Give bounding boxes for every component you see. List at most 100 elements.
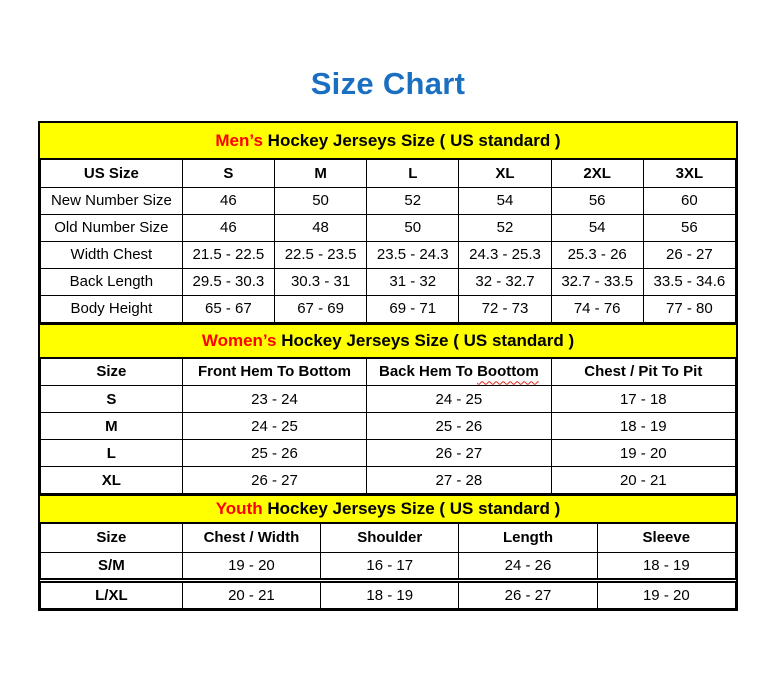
row-label: M — [40, 412, 183, 440]
column-header: Size — [40, 358, 183, 386]
table-row: S/M 19 - 20 16 - 17 24 - 26 18 - 19 — [40, 551, 737, 581]
size-cell: 50 — [366, 213, 460, 242]
table-row: XL 26 - 27 27 - 28 20 - 21 — [40, 466, 737, 494]
size-cell: 21.5 - 22.5 — [181, 240, 275, 269]
size-cell: 54 — [458, 186, 552, 215]
misspelled-word: Boottom — [477, 363, 539, 381]
size-cell: 31 - 32 — [366, 267, 460, 296]
size-cell: 25 - 26 — [366, 412, 552, 440]
table-row: New Number Size 46 50 52 54 56 60 — [40, 186, 737, 215]
row-label: S — [40, 385, 183, 413]
row-label: New Number Size — [40, 187, 183, 215]
size-cell: 48 — [273, 213, 368, 242]
table-row: L 25 - 26 26 - 27 19 - 20 — [40, 439, 737, 467]
column-header: US Size — [40, 160, 183, 188]
size-cell: 25 - 26 — [181, 439, 368, 467]
size-cell: 67 - 69 — [273, 294, 368, 323]
size-cell: 20 - 21 — [181, 577, 322, 609]
column-header: Chest / Pit To Pit — [550, 358, 737, 386]
youth-band-rest-text: Hockey Jerseys Size ( US standard ) — [262, 499, 561, 518]
column-header: Size — [40, 524, 183, 553]
youth-section: Youth Hockey Jerseys Size ( US standard … — [40, 494, 737, 609]
size-cell: 33.5 - 34.6 — [642, 267, 737, 296]
column-header: Chest / Width — [181, 524, 322, 553]
size-cell: 18 - 19 — [320, 577, 460, 609]
size-cell: 50 — [273, 186, 368, 215]
size-cell: 26 - 27 — [181, 466, 368, 494]
size-cell: 24 - 25 — [366, 385, 552, 413]
youth-size-table: Size Chest / Width Shoulder Length Sleeve S/M… — [40, 524, 737, 609]
size-cell: 46 — [181, 213, 275, 242]
womens-section: Women’s Hockey Jerseys Size ( US standar… — [40, 322, 737, 494]
size-cell: 52 — [366, 186, 460, 215]
mens-band-header: Men’s Hockey Jerseys Size ( US standard … — [40, 123, 736, 160]
column-header: Back Hem To Boottom — [366, 358, 552, 386]
size-cell: 26 - 27 — [458, 577, 598, 609]
size-cell: 77 - 80 — [642, 294, 737, 323]
row-label: L/XL — [40, 577, 183, 609]
size-cell: 32.7 - 33.5 — [550, 267, 644, 296]
table-row: L/XL 20 - 21 18 - 19 26 - 27 19 - 20 — [40, 577, 737, 609]
size-cell: 46 — [181, 186, 275, 215]
size-cell: 27 - 28 — [366, 466, 552, 494]
size-cell: 65 - 67 — [181, 294, 275, 323]
table-row: Body Height 65 - 67 67 - 69 69 - 71 72 - 73 7… — [40, 294, 737, 323]
column-header: Sleeve — [596, 524, 737, 553]
size-cell: 72 - 73 — [458, 294, 552, 323]
table-row: M 24 - 25 25 - 26 18 - 19 — [40, 412, 737, 440]
row-label: Width Chest — [40, 240, 183, 269]
size-cell: 32 - 32.7 — [458, 267, 552, 296]
column-header: 3XL — [642, 160, 737, 188]
size-cell: 56 — [550, 186, 644, 215]
column-header: 2XL — [550, 160, 644, 188]
size-cell: 24 - 25 — [181, 412, 368, 440]
womens-band-accent-text: Women’s — [201, 330, 277, 350]
table-row: Back Length 29.5 - 30.3 30.3 - 31 31 - 32 32… — [40, 267, 737, 296]
size-cell: 25.3 - 26 — [550, 240, 644, 269]
size-cell: 60 — [642, 186, 737, 215]
size-cell: 26 - 27 — [366, 439, 552, 467]
column-header: Length — [458, 524, 598, 553]
size-cell: 29.5 - 30.3 — [181, 267, 275, 296]
size-cell: 17 - 18 — [550, 385, 737, 413]
youth-band-header: Youth Hockey Jerseys Size ( US standard … — [40, 494, 736, 524]
mens-band-accent-text: Men’s — [215, 130, 263, 150]
row-label: Back Length — [40, 267, 183, 296]
page-title: Size Chart — [310, 66, 466, 101]
header-row: Size Front Hem To Bottom Back Hem To Boott… — [40, 358, 737, 386]
mens-section: Men’s Hockey Jerseys Size ( US standard … — [40, 123, 737, 323]
size-cell: 52 — [458, 213, 552, 242]
header-row: Size Chest / Width Shoulder Length Sleeve — [40, 524, 737, 553]
table-row: S 23 - 24 24 - 25 17 - 18 — [40, 385, 737, 413]
column-header: Shoulder — [320, 524, 460, 553]
row-label: XL — [40, 466, 183, 494]
size-cell: 19 - 20 — [596, 577, 737, 609]
womens-band-header: Women’s Hockey Jerseys Size ( US standar… — [40, 322, 736, 359]
size-cell: 23.5 - 24.3 — [366, 240, 460, 269]
header-row: US Size S M L XL 2XL 3XL — [40, 160, 737, 188]
youth-band-accent-text: Youth — [215, 499, 263, 518]
size-cell: 20 - 21 — [550, 466, 737, 494]
size-cell: 23 - 24 — [181, 385, 368, 413]
size-cell: 18 - 19 — [550, 412, 737, 440]
womens-band-rest-text: Hockey Jerseys Size ( US standard ) — [276, 330, 575, 350]
size-cell: 74 - 76 — [550, 294, 644, 323]
column-header: XL — [458, 160, 552, 188]
size-cell: 26 - 27 — [642, 240, 737, 269]
row-label: L — [40, 439, 183, 467]
womens-size-table: Size Front Hem To Bottom Back Hem To Boott… — [40, 358, 737, 494]
size-cell: 54 — [550, 213, 644, 242]
size-cell: 22.5 - 23.5 — [273, 240, 368, 269]
column-header: M — [273, 160, 368, 188]
table-row: Old Number Size 46 48 50 52 54 56 — [40, 213, 737, 242]
size-cell: 69 - 71 — [366, 294, 460, 323]
size-cell: 24 - 26 — [458, 551, 598, 581]
size-cell: 19 - 20 — [550, 439, 737, 467]
mens-size-table: US Size S M L XL 2XL 3XL New Number Size 46 50 52 5… — [40, 160, 737, 323]
size-cell: 19 - 20 — [181, 551, 322, 581]
column-header: Front Hem To Bottom — [181, 358, 368, 386]
size-cell: 30.3 - 31 — [273, 267, 368, 296]
row-label: S/M — [40, 552, 183, 581]
size-cell: 56 — [642, 213, 737, 242]
size-chart-container: Men’s Hockey Jerseys Size ( US standard … — [38, 121, 738, 611]
